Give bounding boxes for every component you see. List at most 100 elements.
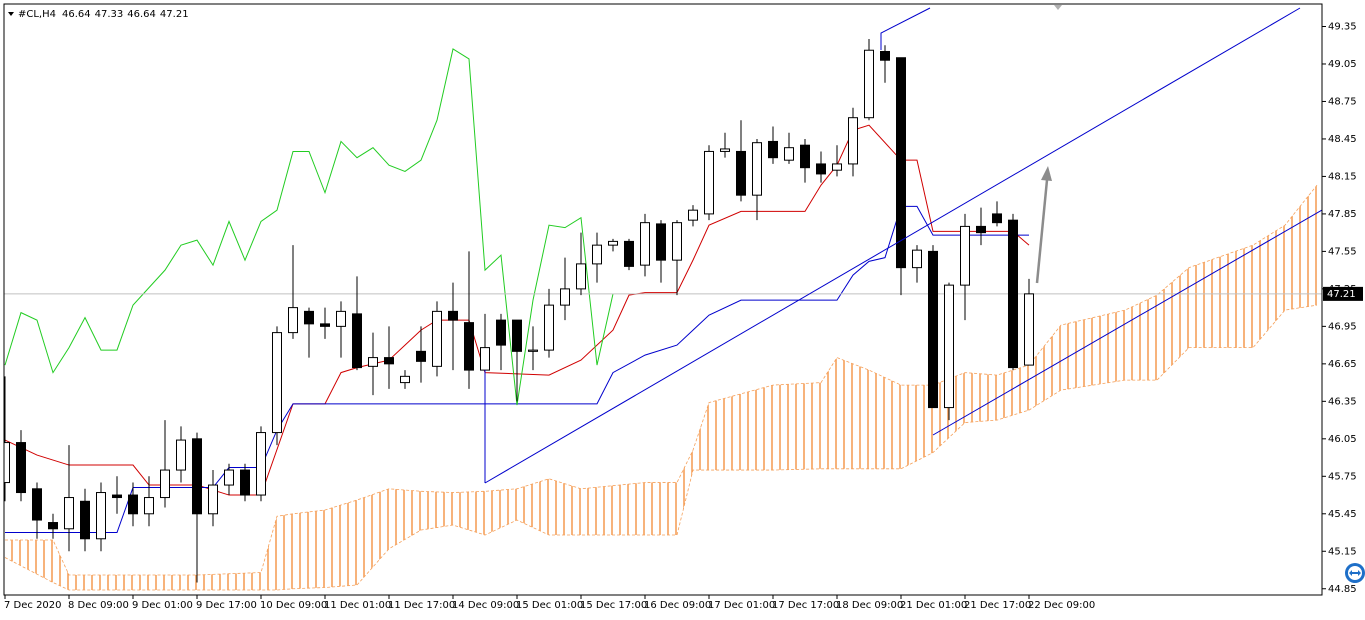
y-tick-label: 48.75 — [1328, 96, 1357, 107]
candle-body — [448, 310, 458, 321]
candle-body — [688, 209, 698, 221]
trend-line — [932, 209, 1322, 436]
x-tick-label: 11 Dec 17:00 — [388, 600, 455, 611]
plot-frame — [3, 3, 1323, 596]
x-tick-label: 9 Dec 01:00 — [132, 600, 193, 611]
y-tick-label: 46.35 — [1328, 396, 1357, 407]
candle-body — [784, 147, 794, 161]
y-tick-label: 45.75 — [1328, 471, 1357, 482]
y-tick-label: 46.95 — [1328, 321, 1357, 332]
candle-body — [1024, 293, 1034, 366]
cloud-edge — [4, 304, 1318, 591]
candle-body — [112, 494, 122, 499]
candle-body — [880, 50, 890, 61]
cloud-edge — [5, 184, 1318, 576]
y-tick-label: 48.45 — [1328, 134, 1357, 145]
candle-body — [16, 442, 26, 494]
candle-body — [800, 144, 810, 169]
x-tick-label: 22 Dec 09:00 — [1028, 600, 1095, 611]
candle-body — [496, 319, 506, 346]
chart-header: #CL,H4 46.64 47.33 46.64 47.21 — [18, 9, 189, 20]
candle-body — [608, 240, 618, 246]
price-label-box — [1323, 286, 1363, 301]
candle-body — [384, 357, 394, 365]
candle-body — [512, 319, 522, 352]
pitchfork-line — [880, 7, 931, 50]
candle-body — [400, 375, 410, 384]
candle-body — [432, 310, 442, 367]
y-tick-label: 45.15 — [1328, 546, 1357, 557]
candle-body — [576, 263, 586, 290]
header-high: 47.33 — [95, 9, 124, 20]
header-low: 46.64 — [127, 9, 156, 20]
x-tick-label: 15 Dec 01:00 — [516, 600, 583, 611]
candle-body — [4, 442, 10, 484]
axes: 49.3549.0548.7548.4548.1547.8547.5547.25… — [4, 21, 1363, 611]
candle-body — [464, 322, 474, 371]
candle-body — [48, 522, 58, 530]
cloud — [5, 185, 1317, 591]
candle-body — [1008, 219, 1018, 369]
shift-marker — [1054, 5, 1062, 10]
y-tick-label: 47.55 — [1328, 246, 1357, 257]
candle-body — [592, 244, 602, 265]
candle-body — [992, 213, 1002, 224]
candle-body — [832, 163, 842, 171]
candle-body — [288, 307, 298, 334]
x-tick-label: 21 Dec 17:00 — [964, 600, 1031, 611]
candle-body — [896, 57, 906, 269]
candle-body — [912, 249, 922, 269]
x-tick-label: 18 Dec 09:00 — [836, 600, 903, 611]
candle-body — [864, 49, 874, 119]
candle-body — [928, 250, 938, 409]
y-tick-label: 49.35 — [1328, 21, 1357, 32]
candle-body — [672, 222, 682, 261]
candle-body — [208, 484, 218, 515]
x-tick-label: 15 Dec 17:00 — [580, 600, 647, 611]
candle-body — [656, 223, 666, 261]
candle-body — [848, 117, 858, 165]
x-tick-label: 8 Dec 09:00 — [68, 600, 129, 611]
candle-body — [352, 313, 362, 369]
icon-arrows[interactable] — [1349, 570, 1361, 576]
y-tick-label: 46.65 — [1328, 359, 1357, 370]
arrow-shaft — [1035, 179, 1049, 284]
price-label: 47.21 — [1327, 289, 1356, 300]
x-tick-label: 7 Dec 2020 — [4, 600, 62, 611]
candle-body — [32, 488, 42, 521]
menu-arrow — [8, 12, 14, 16]
symbol: #CL,H4 — [18, 9, 56, 20]
plot-area — [4, 38, 1322, 591]
candle-body — [320, 323, 330, 327]
candle-body — [704, 150, 714, 215]
app-icon[interactable] — [1345, 563, 1365, 583]
candle-body — [752, 142, 762, 196]
candle-body — [640, 222, 650, 266]
candle-body — [976, 225, 986, 234]
candle-body — [336, 310, 346, 327]
candle-body — [272, 332, 282, 434]
candle-body — [528, 349, 538, 352]
candle-body — [96, 492, 106, 540]
x-tick-label: 14 Dec 09:00 — [452, 600, 519, 611]
x-tick-label: 17 Dec 01:00 — [708, 600, 775, 611]
candle-body — [240, 469, 250, 496]
x-tick-label: 17 Dec 17:00 — [772, 600, 839, 611]
x-tick-label: 16 Dec 09:00 — [644, 600, 711, 611]
candle-body — [192, 438, 202, 515]
x-tick-label: 10 Dec 09:00 — [260, 600, 327, 611]
y-tick-label: 48.15 — [1328, 171, 1357, 182]
x-tick-label: 11 Dec 01:00 — [324, 600, 391, 611]
candle-body — [768, 140, 778, 159]
y-tick-label: 47.85 — [1328, 209, 1357, 220]
candle-body — [544, 304, 554, 351]
candle-body — [720, 148, 730, 152]
candle-body — [368, 357, 378, 367]
drawn-objects — [484, 7, 1322, 484]
x-tick-label: 9 Dec 17:00 — [196, 600, 257, 611]
candle-body — [224, 469, 234, 486]
candle-body — [944, 284, 954, 409]
candle-body — [80, 500, 90, 540]
